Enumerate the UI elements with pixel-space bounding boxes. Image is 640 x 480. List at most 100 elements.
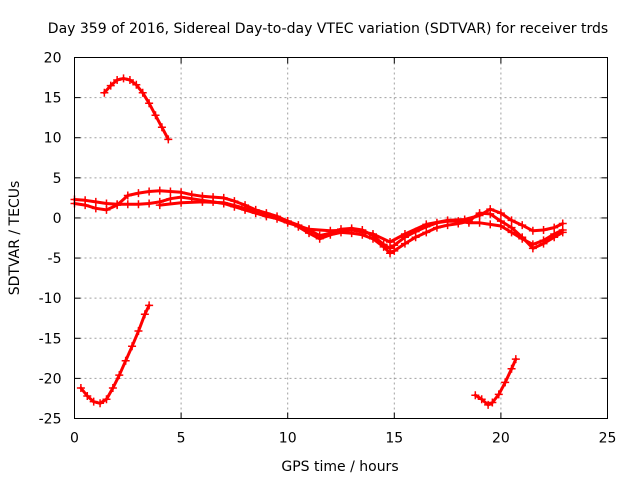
data-point: [108, 384, 117, 393]
data-point: [219, 198, 228, 207]
data-point: [550, 223, 559, 232]
data-point: [507, 216, 516, 225]
data-point: [262, 210, 271, 219]
y-tick-label: -20: [39, 371, 62, 387]
data-point: [390, 246, 399, 255]
data-point: [138, 88, 147, 97]
data-point: [145, 187, 154, 196]
data-point: [241, 204, 250, 213]
data-point: [134, 189, 143, 198]
y-tick-label: 0: [53, 211, 62, 227]
data-point: [230, 197, 239, 206]
data-point: [145, 99, 154, 108]
data-point: [187, 190, 196, 199]
data-point: [145, 301, 154, 310]
data-point: [89, 397, 98, 406]
data-point: [486, 205, 495, 214]
x-tick-label: 10: [279, 431, 297, 447]
data-point: [166, 187, 175, 196]
data-point: [134, 327, 143, 336]
series-arc-upper: [100, 74, 173, 144]
data-point: [558, 228, 567, 237]
x-tick-label: 15: [385, 431, 403, 447]
data-point: [386, 249, 395, 258]
y-tick-label: -25: [39, 412, 62, 428]
y-axis-label: SDTVAR / TECUs: [7, 181, 23, 296]
data-point: [155, 201, 164, 210]
data-point: [76, 384, 85, 393]
series-line: [73, 189, 565, 255]
data-point: [96, 399, 105, 408]
data-point: [386, 238, 395, 247]
data-point: [106, 81, 115, 90]
data-point: [209, 193, 218, 202]
series-arc-lower-left: [76, 301, 154, 408]
data-point: [496, 217, 505, 226]
data-point: [471, 391, 480, 400]
data-point: [494, 390, 503, 399]
data-point: [102, 205, 111, 214]
series-trace-c: [155, 197, 567, 247]
data-point: [539, 225, 548, 234]
data-point: [113, 201, 122, 210]
data-point: [125, 75, 134, 84]
x-tick-label: 20: [492, 431, 510, 447]
data-point: [119, 74, 128, 83]
grid-lines: [74, 57, 608, 419]
series-line: [473, 357, 518, 407]
data-point: [123, 200, 132, 209]
data-point: [477, 395, 486, 404]
data-point: [177, 198, 186, 207]
data-point: [134, 200, 143, 209]
data-point: [347, 225, 356, 234]
data-point: [115, 371, 124, 380]
y-tick-label: 15: [44, 91, 62, 107]
data-point: [507, 364, 516, 373]
data-point: [157, 123, 166, 132]
y-tick-label: 5: [53, 171, 62, 187]
data-point: [379, 242, 388, 251]
data-point: [432, 223, 441, 232]
data-point: [326, 226, 335, 235]
data-point: [128, 342, 137, 351]
data-point: [145, 199, 154, 208]
series-line: [79, 303, 151, 405]
series-trace-b: [70, 186, 567, 258]
data-series: [70, 74, 567, 409]
data-point: [528, 244, 537, 253]
chart-title: Day 359 of 2016, Sidereal Day-to-day VTE…: [48, 21, 608, 37]
data-point: [166, 194, 175, 203]
data-point: [132, 80, 141, 89]
data-point: [422, 228, 431, 237]
y-tick-label: -10: [39, 291, 62, 307]
y-tick-label: 10: [44, 131, 62, 147]
data-point: [113, 75, 122, 84]
data-point: [501, 378, 510, 387]
data-point: [486, 220, 495, 229]
x-axis-label: GPS time / hours: [281, 459, 398, 475]
data-point: [400, 229, 409, 238]
data-point: [151, 111, 160, 120]
x-tick-label: 25: [599, 431, 617, 447]
series-line: [73, 195, 565, 250]
data-point: [475, 218, 484, 227]
data-point: [400, 239, 409, 248]
x-tick-label: 0: [70, 431, 79, 447]
data-point: [177, 188, 186, 197]
data-point: [102, 395, 111, 404]
data-point: [539, 239, 548, 248]
data-point: [155, 186, 164, 195]
data-point: [422, 220, 431, 229]
x-tick-label: 5: [177, 431, 186, 447]
data-point: [518, 233, 527, 242]
data-point: [283, 218, 292, 227]
data-point: [305, 225, 314, 234]
data-point: [123, 191, 132, 200]
data-point: [488, 398, 497, 407]
data-point: [475, 211, 484, 220]
data-point: [443, 216, 452, 225]
data-point: [164, 135, 173, 144]
data-point: [83, 392, 92, 401]
data-point: [140, 310, 149, 319]
